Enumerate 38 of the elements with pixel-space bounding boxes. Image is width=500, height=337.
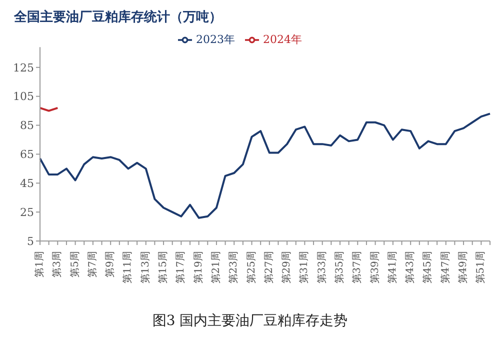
x-tick-label: 第15周 [157, 251, 170, 284]
y-tick-label: 65 [20, 148, 34, 162]
x-tick-label: 第31周 [298, 251, 310, 284]
line-series [39, 112, 491, 219]
chart-title: 全国主要油厂豆粕库存统计（万吨） [14, 8, 222, 26]
x-tick-label: 第27周 [262, 251, 275, 284]
x-tick-label: 第23周 [228, 251, 240, 284]
x-tick-label: 第33周 [316, 251, 328, 284]
y-tick-label: 45 [20, 177, 34, 190]
x-tick-label: 第51周 [474, 251, 487, 284]
x-tick-label: 第39周 [368, 251, 381, 284]
x-tick-label: 第45周 [422, 251, 434, 284]
x-tick-label: 第41周 [386, 251, 398, 284]
legend-label: 2024年 [263, 33, 302, 46]
x-tick-label: 第17周 [174, 251, 187, 284]
y-tick-label: 125 [13, 61, 34, 74]
x-tick-label: 第19周 [192, 251, 204, 284]
x-tick-label: 第49周 [457, 251, 470, 284]
x-tick-label: 第21周 [210, 251, 222, 284]
legend-label: 2023年 [196, 33, 235, 46]
x-tick-label: 第3周 [51, 251, 64, 278]
x-tick-label: 第37周 [351, 251, 364, 284]
x-tick-label: 第1周 [34, 251, 46, 278]
y-tick-label: 25 [20, 206, 34, 219]
x-tick-label: 第25周 [245, 251, 258, 284]
x-tick-label: 第11周 [122, 251, 134, 284]
caption: 图3 国内主要油厂豆粕库存走势 [151, 312, 349, 330]
y-tick-label: 5 [27, 234, 34, 248]
x-tick-label: 第47周 [439, 251, 452, 284]
x-tick-label: 第7周 [86, 251, 98, 278]
x-tick-label: 第5周 [68, 251, 81, 278]
x-tick-label: 第35周 [334, 251, 346, 284]
x-tick-label: 第43周 [404, 251, 416, 284]
y-tick-label: 85 [20, 119, 34, 132]
y-tick-label: 105 [13, 90, 34, 104]
x-tick-label: 第9周 [104, 251, 116, 278]
x-tick-label: 第13周 [139, 251, 152, 284]
x-tick-label: 第29周 [280, 251, 293, 284]
